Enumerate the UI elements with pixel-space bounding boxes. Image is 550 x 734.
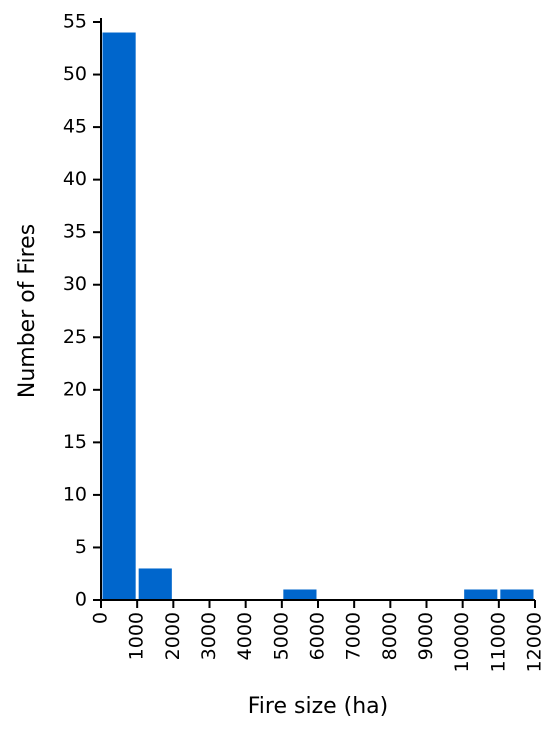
bar [283,589,317,600]
y-tick-label: 20 [63,378,87,400]
x-tick-label: 12000 [524,612,546,672]
x-tick-label: 11000 [487,612,509,672]
y-tick-label: 30 [63,273,87,295]
x-tick-label: 2000 [162,612,184,660]
x-tick-label: 1000 [126,612,148,660]
y-tick-label: 10 [63,483,87,505]
x-tick-label: 10000 [451,612,473,672]
y-tick-label: 5 [75,536,87,558]
x-tick-label: 9000 [415,612,437,660]
x-axis-title: Fire size (ha) [248,694,389,719]
y-tick-label: 0 [75,589,87,611]
x-tick-label: 0 [90,612,112,624]
x-tick-label: 4000 [234,612,256,660]
bar [102,32,136,600]
y-tick-label: 35 [63,221,87,243]
y-tick-label: 40 [63,168,87,190]
bar [138,568,172,600]
y-tick-label: 55 [63,11,87,33]
y-tick-label: 25 [63,326,87,348]
x-tick-label: 7000 [343,612,365,660]
x-tick-label: 5000 [270,612,292,660]
y-tick-label: 50 [63,63,87,85]
y-tick-label: 15 [63,431,87,453]
x-tick-label: 8000 [379,612,401,660]
x-tick-label: 3000 [198,612,220,660]
y-tick-label: 45 [63,116,87,138]
x-tick-label: 6000 [307,612,329,660]
bar [464,589,498,600]
bar [500,589,534,600]
y-axis-title: Number of Fires [15,224,40,398]
